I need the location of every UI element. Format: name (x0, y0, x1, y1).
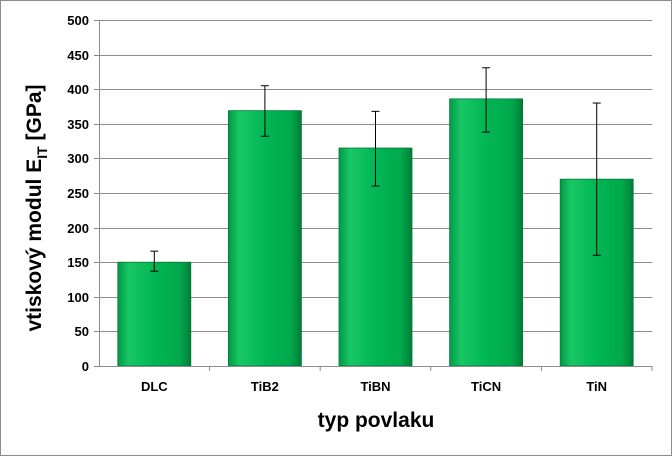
error-bars (150, 67, 601, 272)
x-tick-label-TiN: TiN (586, 379, 607, 394)
bar-TiB2 (228, 110, 302, 367)
x-tick-label-TiBN: TiBN (360, 379, 390, 394)
y-axis-title-unit: [GPa] (23, 84, 46, 146)
y-axis-title-subscript: IT (34, 146, 50, 159)
tick-labels: 0 50 100 150 200 250 300 350 400 450 500 DLC TiB2 TiB… (67, 13, 607, 394)
y-tick-label: 250 (67, 186, 89, 201)
y-tick-label: 150 (67, 255, 89, 270)
y-tick-label: 500 (67, 13, 89, 28)
x-tick-label-TiCN: TiCN (471, 379, 501, 394)
bar-TiCN (449, 98, 523, 367)
bar-DLC (117, 261, 192, 367)
y-axis-title: vtiskový modul EIT [GPa] (23, 84, 50, 331)
x-axis-title: typ povlaku (318, 409, 435, 432)
y-tick-label: 400 (67, 82, 89, 97)
y-tick-label: 300 (67, 151, 89, 166)
x-tick-label-DLC: DLC (141, 379, 168, 394)
y-tick-label: 350 (67, 117, 89, 132)
y-axis-title-main: vtiskový modul E (23, 159, 46, 332)
y-tick-label: 50 (75, 324, 89, 339)
y-tick-label: 100 (67, 290, 89, 305)
y-tick-label: 450 (67, 48, 89, 63)
y-tick-label: 200 (67, 221, 89, 236)
y-tick-label: 0 (82, 359, 89, 374)
axes (94, 20, 653, 371)
x-tick-label-TiB2: TiB2 (251, 379, 279, 394)
